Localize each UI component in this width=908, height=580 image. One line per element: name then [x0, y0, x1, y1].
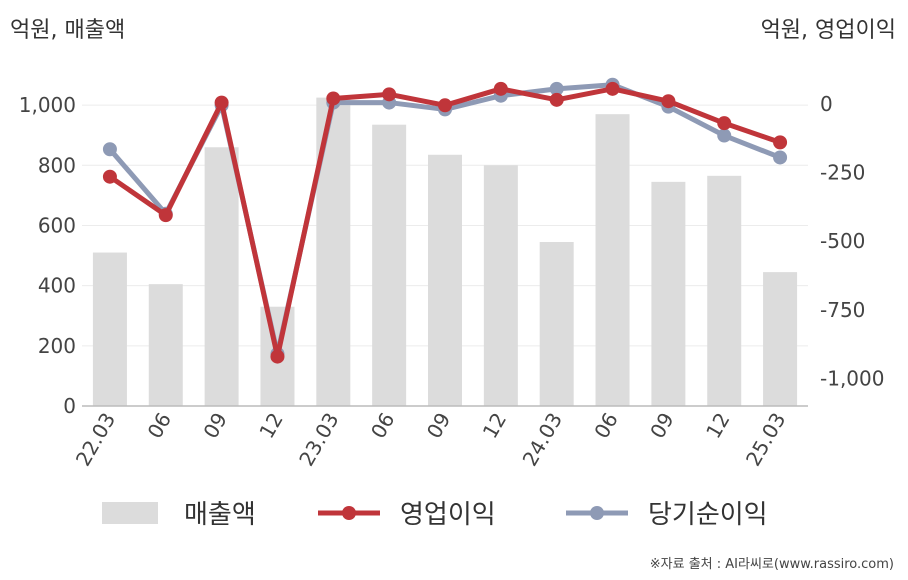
x-tick-label: 09	[645, 409, 679, 443]
bar	[483, 165, 518, 406]
left-tick-label: 1,000	[19, 93, 76, 117]
line-series	[102, 77, 788, 364]
right-tick-label: -500	[820, 229, 865, 253]
legend-label: 영업이익	[400, 500, 496, 530]
point	[661, 94, 676, 109]
legend-label: 당기순이익	[648, 500, 768, 530]
bar	[595, 114, 630, 406]
point	[214, 95, 229, 110]
point	[102, 169, 117, 184]
right-axis-unit: 억원, 영업이익	[760, 18, 896, 43]
right-tick-label: 0	[820, 92, 833, 116]
x-tick-label: 23.03	[294, 409, 343, 471]
right-tick-label: -750	[820, 298, 865, 322]
point	[270, 349, 285, 364]
point	[773, 135, 788, 150]
legend-label: 매출액	[184, 500, 256, 530]
point	[493, 81, 508, 96]
x-axis-ticks: 22.03 06 09 12 23.03 06 09 12 24.03 06 09 12 25.03	[71, 409, 791, 471]
source-note: ※자료 출처 : AI라씨로(www.rassiro.com)	[649, 557, 894, 572]
legend: 매출액 영업이익 당기순이익	[102, 500, 768, 530]
x-tick-label: 06	[589, 409, 623, 443]
point	[438, 98, 452, 113]
left-tick-label: 0	[63, 394, 76, 418]
bar	[651, 181, 686, 406]
bar	[92, 252, 127, 406]
bar	[763, 272, 798, 406]
x-tick-label: 12	[478, 409, 512, 443]
left-axis-unit: 억원, 매출액	[10, 18, 126, 43]
left-tick-label: 800	[38, 153, 76, 177]
point	[102, 142, 117, 157]
x-tick-label: 06	[366, 409, 400, 443]
left-axis-ticks: 0 200 400 600 800 1,000	[19, 93, 76, 418]
bar	[539, 242, 574, 406]
point	[717, 116, 732, 131]
bar	[428, 154, 462, 406]
x-tick-label: 12	[254, 409, 288, 443]
point	[326, 91, 341, 106]
right-tick-label: -250	[820, 161, 865, 185]
right-axis-ticks: 0 -250 -500 -750 -1,000	[820, 92, 884, 391]
point	[717, 128, 732, 143]
x-tick-label: 24.03	[518, 409, 567, 471]
left-tick-label: 400	[38, 274, 76, 298]
legend-marker	[590, 506, 604, 520]
point	[382, 87, 397, 102]
bar	[148, 284, 183, 406]
right-tick-label: -1,000	[820, 367, 884, 391]
x-tick-label: 12	[701, 409, 735, 443]
point	[158, 208, 173, 223]
legend-swatch	[102, 502, 158, 524]
bar	[204, 147, 239, 406]
legend-marker	[342, 506, 356, 520]
x-tick-label: 06	[143, 409, 177, 443]
x-tick-label: 25.03	[741, 409, 790, 471]
bar	[372, 124, 407, 407]
point	[549, 92, 564, 107]
left-tick-label: 200	[38, 334, 76, 358]
point	[549, 81, 564, 96]
left-tick-label: 600	[38, 213, 76, 237]
bar	[707, 175, 742, 406]
point	[605, 81, 620, 96]
x-tick-label: 22.03	[71, 409, 120, 471]
x-tick-label: 09	[422, 409, 456, 443]
bar-series	[92, 97, 798, 407]
point	[773, 150, 788, 165]
x-tick-label: 09	[198, 409, 232, 443]
